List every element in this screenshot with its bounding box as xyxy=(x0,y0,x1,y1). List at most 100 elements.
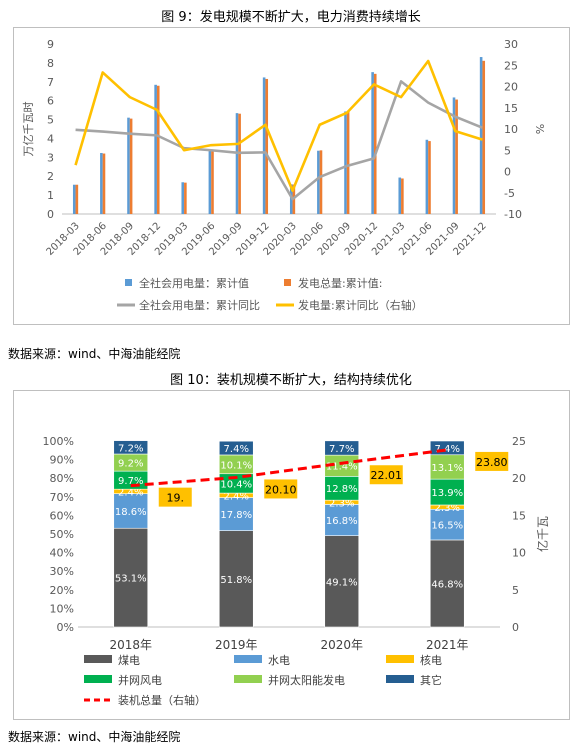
bar xyxy=(455,99,458,214)
data-label: 12.8% xyxy=(326,484,358,495)
legend-swatch xyxy=(84,675,112,683)
legend-label: 水电 xyxy=(268,654,290,667)
figure-9-panel: 0 1 2 3 4 5 6 7 8 9 -10 -5 0 5 10 15 20 25 30 万亿千瓦时% 2018-03… xyxy=(13,27,570,325)
bar xyxy=(401,178,404,214)
x-tick-label: 2018年 xyxy=(109,638,152,652)
bar xyxy=(208,150,212,214)
bar xyxy=(373,73,377,214)
data-label: 7.4% xyxy=(435,444,460,455)
bar xyxy=(319,150,323,214)
legend-label: 煤电 xyxy=(118,654,140,667)
bar xyxy=(238,113,241,214)
bar-segment xyxy=(218,530,254,628)
legend-label: 发电量:累计同比（右轴） xyxy=(298,298,423,312)
figure-10-panel: 0% 10% 20% 30% 40% 50% 60% 70% 80% 90% 100% 0 5 10 15 2… xyxy=(13,390,570,720)
bar xyxy=(127,117,130,214)
y-tick-label: 10% xyxy=(50,602,74,615)
data-label: 18.6% xyxy=(115,507,147,518)
y-axis-title: 万亿千瓦时 xyxy=(22,102,35,157)
y-tick-label: 1 xyxy=(47,189,54,202)
total-label-box xyxy=(475,451,509,471)
bar xyxy=(154,84,157,214)
bar-segment xyxy=(218,440,254,456)
y-tick-label: 50% xyxy=(50,528,74,541)
y2-tick-label: 20 xyxy=(504,81,518,94)
figure-10-source: 数据来源：wind、中海油能经院 xyxy=(8,730,181,744)
y2-tick-label: 25 xyxy=(504,59,518,72)
legend-swatch xyxy=(84,655,112,663)
bar-segment xyxy=(113,493,149,529)
y2-tick-label: 10 xyxy=(504,123,518,136)
data-label: 17.8% xyxy=(220,510,252,521)
y2-tick-label: 20 xyxy=(512,472,526,485)
y2-tick-label: 15 xyxy=(512,509,526,522)
y-tick-label: 3 xyxy=(47,151,54,164)
bar xyxy=(129,118,133,214)
bar-segment xyxy=(429,454,465,480)
legend-swatch xyxy=(234,655,262,663)
bar xyxy=(156,85,160,214)
total-label-box xyxy=(264,479,298,499)
bar xyxy=(317,150,320,214)
data-label: 49.1% xyxy=(326,577,358,588)
legend-label: 核电 xyxy=(420,653,442,667)
bar xyxy=(262,77,266,214)
y-tick-label: 40% xyxy=(50,547,74,560)
legend-label: 装机总量（右轴） xyxy=(118,693,206,707)
bar xyxy=(184,182,187,214)
data-label: 51.8% xyxy=(220,575,252,586)
y-tick-label: 0 xyxy=(47,208,54,221)
legend-swatch xyxy=(386,675,414,683)
total-line xyxy=(130,448,448,488)
bar xyxy=(398,177,402,214)
bar-segment xyxy=(429,539,465,628)
y-tick-label: 2 xyxy=(47,170,54,183)
data-label: 7.7% xyxy=(329,444,354,455)
bar xyxy=(102,153,106,214)
y-tick-label: 9 xyxy=(47,38,54,51)
y-tick-label: 5 xyxy=(47,114,54,127)
bar xyxy=(344,111,347,214)
data-label: 2.4% xyxy=(224,491,249,502)
legend-label: 并网风电 xyxy=(118,673,162,687)
bar-segment xyxy=(429,478,465,506)
y-tick-label: 0% xyxy=(57,621,74,634)
total-label: 19. xyxy=(167,492,185,505)
legend-label: 其它 xyxy=(420,673,442,687)
figure-9-title: 图 9：发电规模不断扩大，电力消费持续增长 xyxy=(161,10,421,25)
total-label: 23.80 xyxy=(476,456,508,469)
data-label: 11.4% xyxy=(326,462,358,473)
data-label: 53.1% xyxy=(115,574,147,585)
bar xyxy=(479,57,483,215)
y2-axis-title: 亿千瓦 xyxy=(535,516,550,552)
bar xyxy=(265,78,269,214)
bar xyxy=(75,184,79,214)
data-label: 2.3% xyxy=(435,503,460,514)
y-tick-label: 4 xyxy=(47,132,54,145)
legend-swatch xyxy=(125,279,132,286)
y2-tick-label: 30 xyxy=(504,38,518,51)
y-tick-label: 60% xyxy=(50,509,74,522)
data-label: 9.2% xyxy=(118,459,143,470)
y-tick-label: 90% xyxy=(50,454,74,467)
bar xyxy=(452,97,456,214)
y-tick-label: 8 xyxy=(47,57,54,70)
bar xyxy=(235,113,239,214)
legend-label: 全社会用电量：累计同比 xyxy=(139,298,260,312)
total-label: 22.01 xyxy=(371,469,403,482)
bar xyxy=(100,152,103,214)
y2-tick-label: -5 xyxy=(504,187,515,200)
legend-label: 全社会用电量：累计值 xyxy=(139,276,249,290)
bar xyxy=(72,184,76,214)
y2-tick-label: 15 xyxy=(504,102,518,115)
total-label-box xyxy=(369,465,403,485)
total-label: 20.10 xyxy=(265,483,297,496)
data-label: 13.1% xyxy=(431,463,463,474)
y2-tick-label: 5 xyxy=(504,144,511,157)
x-tick-label: 2019年 xyxy=(215,638,258,652)
bar xyxy=(371,72,374,214)
bar-segment xyxy=(324,440,360,456)
y2-tick-label: 0 xyxy=(504,166,511,179)
figure-9-source: 数据来源：wind、中海油能经院 xyxy=(8,347,181,361)
